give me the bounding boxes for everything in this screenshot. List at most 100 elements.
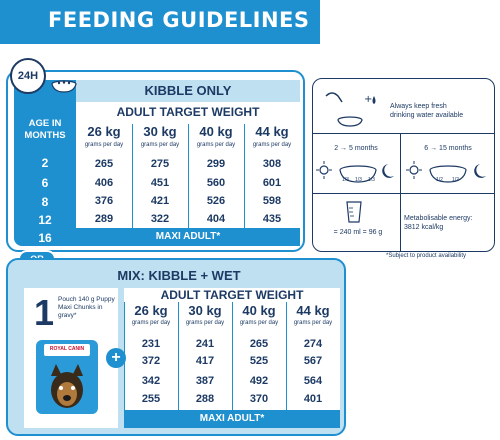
fraction-label: 1/2 — [436, 177, 443, 183]
age-header-line-2: MONTHS — [24, 130, 66, 141]
info-divider — [312, 193, 495, 194]
kibble-title: KIBBLE ONLY — [144, 83, 232, 98]
mix-cell: 525 — [249, 355, 269, 367]
plus-label: + — [111, 349, 121, 366]
mix-cell: 564 — [303, 375, 323, 387]
meals-6-15-months: 6 → 15 months — [424, 145, 472, 152]
two-meals-icon — [406, 161, 486, 183]
kibble-footer: MAXI ADULT* — [76, 228, 300, 246]
column-divider — [124, 302, 125, 410]
info-divider — [400, 134, 401, 252]
mix-cell: 342 — [141, 375, 161, 387]
kibble-cell: 322 — [150, 213, 170, 225]
24h-badge: 24H — [10, 58, 46, 94]
kibble-weight-col: 30 kg — [143, 124, 177, 139]
mix-cell: 372 — [141, 355, 161, 367]
mix-cell: 255 — [141, 393, 161, 405]
age-value: 6 — [41, 176, 49, 190]
mix-cell: 417 — [195, 355, 215, 367]
kibble-unit-label: grams per day — [252, 142, 292, 148]
puppy-icon — [51, 364, 83, 408]
bowl-icon — [51, 80, 77, 93]
kibble-cell: 265 — [94, 158, 114, 170]
availability-note: *Subject to product availability — [386, 253, 467, 259]
kibble-footer-label: MAXI ADULT* — [155, 231, 221, 242]
age-value: 2 — [41, 156, 49, 170]
mix-cell: 387 — [195, 375, 215, 387]
three-meals-icon — [316, 161, 394, 183]
column-divider — [286, 302, 287, 410]
kibble-subtitle: ADULT TARGET WEIGHT — [116, 105, 260, 119]
pouch-description: Pouch 140 g Puppy Maxi Chunks in gravy* — [58, 296, 115, 319]
mix-cell: 401 — [303, 393, 323, 405]
kibble-cell: 275 — [150, 158, 170, 170]
mix-subheader — [124, 288, 340, 302]
kibble-cell: 376 — [94, 195, 114, 207]
mix-weight-col: 26 kg — [134, 303, 168, 318]
kibble-cell: 435 — [262, 213, 282, 225]
kibble-cell: 598 — [262, 195, 282, 207]
column-divider — [232, 302, 233, 410]
mix-cell: 241 — [195, 338, 215, 350]
age-sidebar — [14, 80, 76, 246]
mix-unit-label: grams per day — [293, 320, 333, 326]
mix-weight-col: 40 kg — [242, 303, 276, 318]
24h-label: 24H — [17, 70, 39, 82]
svg-text:+: + — [364, 94, 372, 105]
info-divider — [312, 133, 495, 134]
mix-cell: 492 — [249, 375, 269, 387]
meals-2-5-months: 2 → 5 months — [334, 145, 378, 152]
mix-title: MIX: KIBBLE + WET — [117, 268, 241, 283]
mix-header: MIX: KIBBLE + WET — [14, 264, 344, 288]
age-header-line-1: AGE IN — [28, 118, 62, 129]
page-title: FEEDING GUIDELINES — [48, 8, 310, 32]
age-header: AGE IN MONTHS — [14, 118, 76, 142]
pouch-count: 1 — [34, 292, 55, 333]
energy-line-2: 3812 kcal/kg — [404, 224, 444, 231]
kibble-weight-col: 44 kg — [255, 124, 289, 139]
mix-unit-label: grams per day — [185, 320, 225, 326]
title-bar: FEEDING GUIDELINES — [0, 0, 320, 44]
mix-cell: 567 — [303, 355, 323, 367]
energy-text: Metabolisable energy: 3812 kcal/kg — [404, 214, 494, 232]
measure-text: = 240 ml = 96 g — [333, 229, 383, 236]
info-panel — [312, 78, 495, 252]
column-divider — [178, 302, 179, 410]
kibble-unit-label: grams per day — [84, 142, 124, 148]
kibble-cell: 601 — [262, 177, 282, 189]
kibble-weight-col: 26 kg — [87, 124, 121, 139]
kibble-cell: 289 — [94, 213, 114, 225]
mix-weight-col: 30 kg — [188, 303, 222, 318]
kibble-weight-col: 40 kg — [199, 124, 233, 139]
mix-subtitle: ADULT TARGET WEIGHT — [160, 288, 304, 302]
mix-cell: 370 — [249, 393, 269, 405]
mix-cell: 265 — [249, 338, 269, 350]
age-value: 12 — [38, 213, 52, 227]
fraction-label: 1/2 — [452, 177, 459, 183]
age-value: 8 — [41, 195, 49, 209]
column-divider — [188, 124, 189, 228]
brand-label: ROYAL CANIN — [49, 346, 85, 352]
kibble-cell: 560 — [206, 177, 226, 189]
energy-line-1: Metabolisable energy: — [404, 215, 473, 222]
water-text-line-1: Always keep fresh — [390, 103, 447, 110]
fraction-label: 1/3 — [342, 177, 349, 183]
water-bowl-icon: + — [325, 92, 376, 127]
water-text-line-2: drinking water available — [390, 112, 464, 119]
kibble-unit-label: grams per day — [196, 142, 236, 148]
column-divider — [244, 124, 245, 228]
age-value: 16 — [38, 231, 52, 245]
mix-weight-col: 44 kg — [296, 303, 330, 318]
kibble-cell: 526 — [206, 195, 226, 207]
plus-icon: + — [106, 348, 126, 368]
fraction-label: 1/3 — [355, 177, 362, 183]
kibble-cell: 308 — [262, 158, 282, 170]
mix-cell: 274 — [303, 338, 323, 350]
kibble-header: KIBBLE ONLY — [76, 80, 300, 102]
kibble-unit-label: grams per day — [140, 142, 180, 148]
kibble-cell: 299 — [206, 158, 226, 170]
kibble-cell: 421 — [150, 195, 170, 207]
water-text: Always keep fresh drinking water availab… — [390, 102, 492, 120]
pouch-image: ROYAL CANIN — [36, 340, 98, 414]
kibble-cell: 406 — [94, 177, 114, 189]
